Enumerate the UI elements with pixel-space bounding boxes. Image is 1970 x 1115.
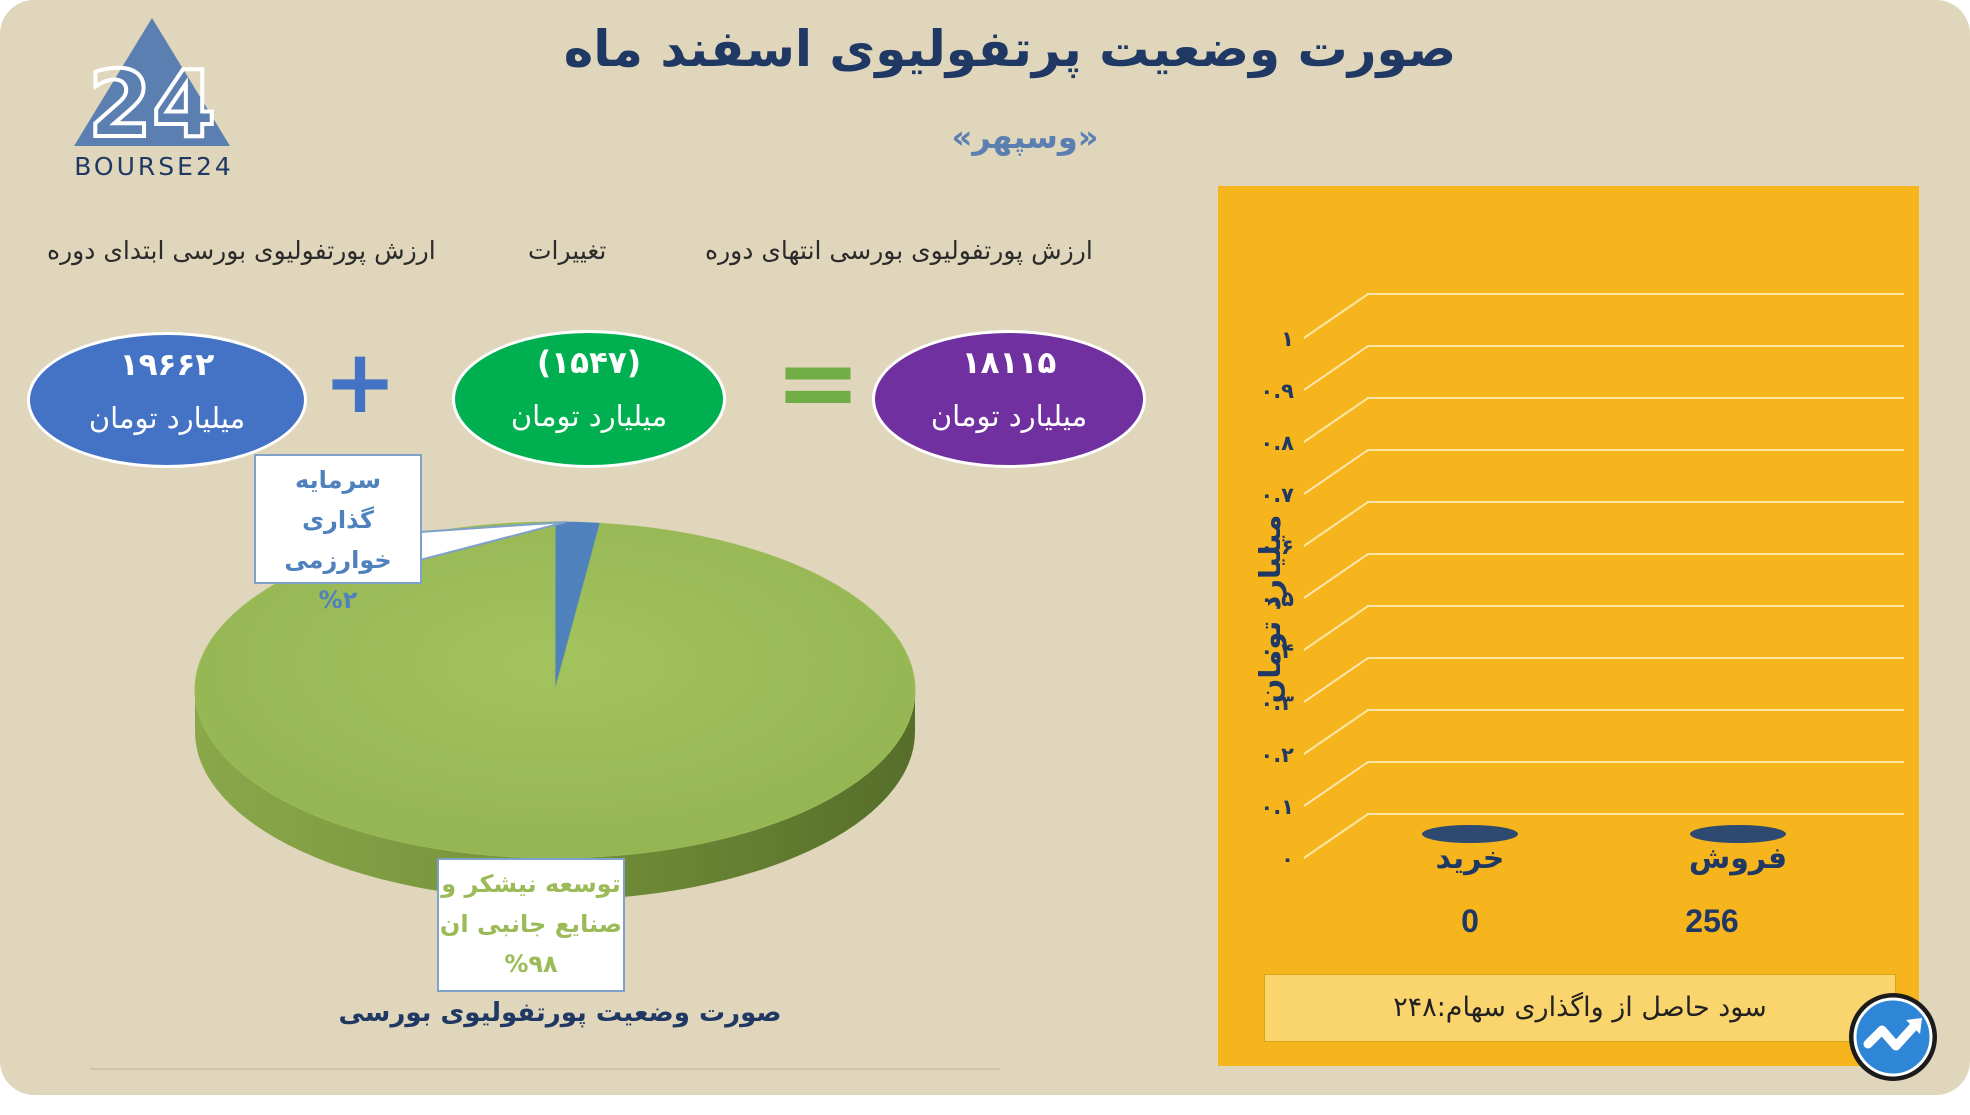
start-value-ellipse: ۱۹۶۶۲ میلیارد تومان <box>27 332 307 468</box>
end-value-ellipse: ۱۸۱۱۵ میلیارد تومان <box>872 330 1146 468</box>
y-tick-label: ۰.۴ <box>1260 639 1294 663</box>
y-tick-label: ۰.۱ <box>1260 795 1294 819</box>
bar-chart-panel <box>1218 186 1919 1066</box>
bar-chart-ylabel: میلیارد تومان <box>1253 514 1287 704</box>
y-gridline <box>1303 709 1904 755</box>
end-value-label: ارزش پورتفولیوی بورسی انتهای دوره <box>705 236 1093 265</box>
x-category-label: فروش <box>1689 841 1787 876</box>
plus-sign: + <box>323 330 397 433</box>
y-tick-label: ۰ <box>1281 847 1294 871</box>
profit-box: سود حاصل از واگذاری سهام:۲۴۸ <box>1264 974 1896 1042</box>
end-value-unit: میلیارد تومان <box>930 399 1088 433</box>
change-value-ellipse: (۱۵۴۷) میلیارد تومان <box>452 330 726 468</box>
y-gridline <box>1303 657 1904 703</box>
change-value: (۱۵۴۷) <box>536 345 642 381</box>
pie-chart-title: صورت وضعیت پورتفولیوی بورسی <box>338 998 782 1028</box>
bar <box>1422 825 1518 843</box>
y-tick-label: ۱ <box>1281 327 1294 351</box>
pie-slice <box>194 521 916 859</box>
y-tick-label: ۰.۵ <box>1260 587 1294 611</box>
y-tick-label: ۰.۷ <box>1260 483 1294 507</box>
y-tick-label: ۰.۹ <box>1260 379 1294 403</box>
change-label: تغییرات <box>528 236 607 265</box>
start-value: ۱۹۶۶۲ <box>119 347 215 383</box>
start-value-unit: میلیارد تومان <box>88 401 246 435</box>
slice-pct-kharazmi: %۲ <box>318 586 358 614</box>
x-category-label: خرید <box>1436 841 1505 876</box>
slice-pct-neyshekar: %۹۸ <box>504 950 558 978</box>
bottom-divider <box>90 1068 1000 1070</box>
y-gridline <box>1303 553 1904 599</box>
bourse24-logo: 24 BOURSE24 <box>64 16 244 186</box>
logo-triangle-icon: 24 <box>74 18 230 160</box>
slice-label-kharazmi: سرمایه گذاری خوارزمی %۲ <box>254 454 422 614</box>
equals-sign: = <box>774 321 862 443</box>
slice-label-neyshekar: توسعه نیشکر و صنایع جانبی ان %۹۸ <box>437 858 625 992</box>
bar-chart: ۰ ۰.۱ ۰.۲ ۰.۳ ۰.۴ ۰.۵ ۰.۶ ۰.۷ ۰.۸ ۰.۹ ۱ خرید 0 فروش 25… <box>1260 293 1904 939</box>
pie-side-wall <box>195 690 915 900</box>
y-gridline <box>1303 605 1904 651</box>
y-tick-label: ۰.۳ <box>1260 691 1294 715</box>
page-subtitle: «وسپهر» <box>951 118 1099 156</box>
page-title: صورت وضعیت پرتفولیوی اسفند ماه <box>563 20 1457 78</box>
y-gridline <box>1303 761 1904 807</box>
pie-chart <box>194 521 916 900</box>
slice-label-kharazmi-line1: سرمایه گذاری <box>295 466 381 534</box>
logo-text: BOURSE24 <box>74 152 234 181</box>
y-gridline <box>1303 293 1904 339</box>
y-tick-label: ۰.۶ <box>1260 535 1294 559</box>
end-value: ۱۸۱۱۵ <box>961 345 1057 381</box>
bar-value-label: 256 <box>1685 903 1738 939</box>
y-gridline <box>1303 501 1904 547</box>
change-value-unit: میلیارد تومان <box>510 399 668 433</box>
logo-number: 24 <box>88 51 216 158</box>
y-gridline <box>1303 345 1904 391</box>
trend-up-icon <box>1849 993 1937 1081</box>
bar-value-label: 0 <box>1461 903 1479 939</box>
slice-label-neyshekar-line2: صنایع جانبی ان <box>439 910 623 938</box>
start-value-label: ارزش پورتفولیوی بورسی ابتدای دوره <box>47 236 436 265</box>
y-tick-label: ۰.۲ <box>1260 743 1294 767</box>
slice-label-neyshekar-line1: توسعه نیشکر و <box>441 870 621 898</box>
y-tick-label: ۰.۸ <box>1260 431 1294 455</box>
y-gridline <box>1303 397 1904 443</box>
bar <box>1690 825 1786 843</box>
y-gridline <box>1303 813 1904 859</box>
slice-label-kharazmi-line2: خوارزمی <box>284 546 392 574</box>
y-gridline <box>1303 449 1904 495</box>
